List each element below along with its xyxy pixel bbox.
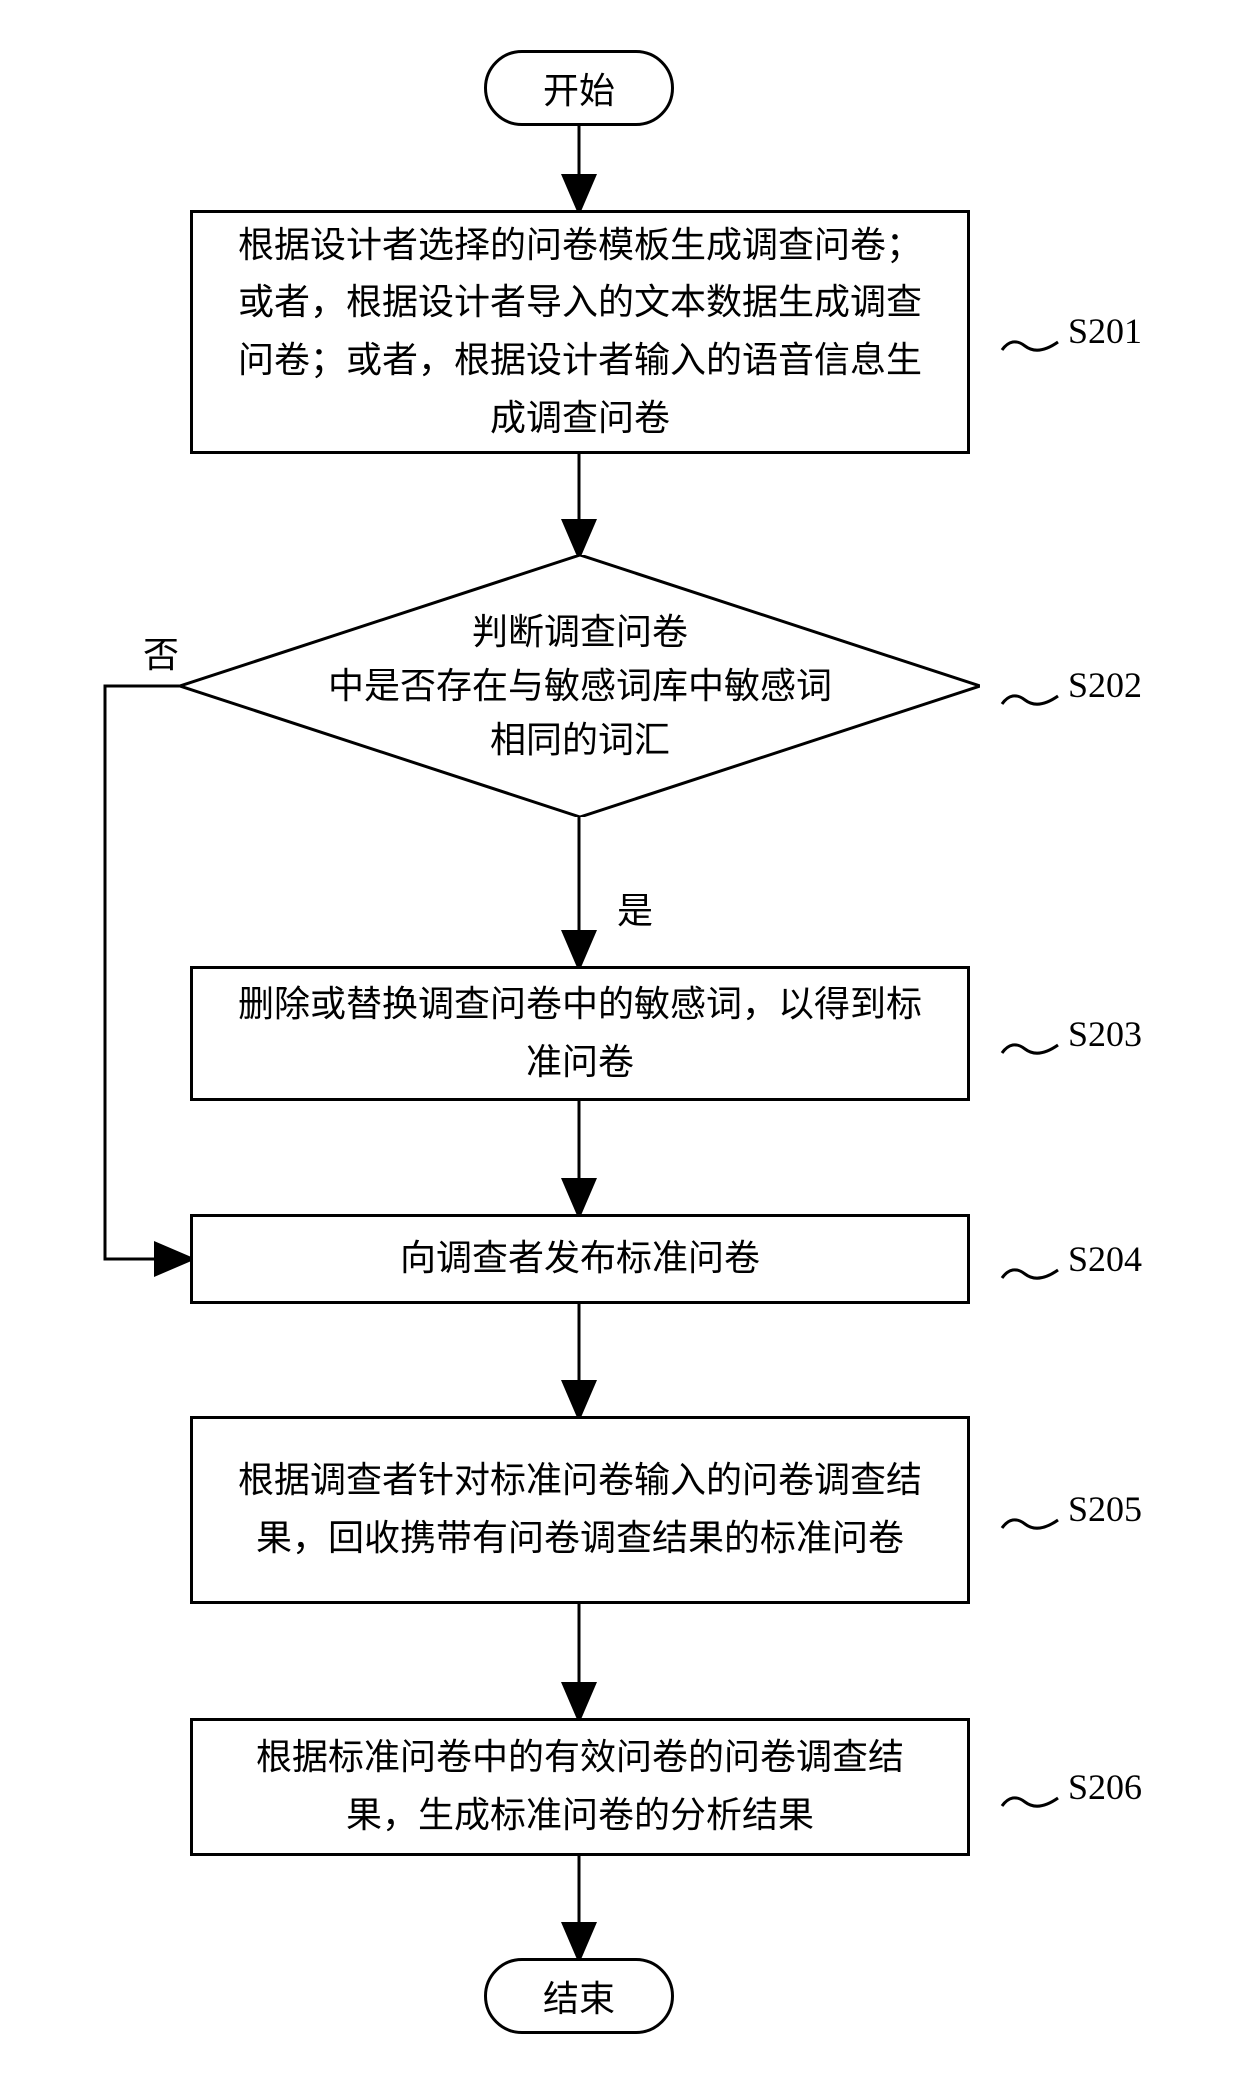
tilde-s204: [1000, 1262, 1060, 1286]
edge-label-no: 否: [143, 626, 179, 678]
tilde-s206: [1000, 1790, 1060, 1814]
start-terminal: 开始: [484, 50, 674, 126]
process-s203: 删除或替换调查问卷中的敏感词，以得到标准问卷: [190, 966, 970, 1101]
start-label: 开始: [543, 62, 615, 114]
tilde-s203: [1000, 1037, 1060, 1061]
process-s203-text: 删除或替换调查问卷中的敏感词，以得到标准问卷: [193, 956, 967, 1111]
process-s206: 根据标准问卷中的有效问卷的问卷调查结果，生成标准问卷的分析结果: [190, 1718, 970, 1856]
step-label-s205: S205: [1068, 1488, 1142, 1530]
edge-label-yes: 是: [617, 882, 653, 934]
end-terminal: 结束: [484, 1958, 674, 2034]
process-s205-text: 根据调查者针对标准问卷输入的问卷调查结果，回收携带有问卷调查结果的标准问卷: [193, 1432, 967, 1587]
decision-s202-text: 判断调查问卷中是否存在与敏感词库中敏感词相同的词汇: [180, 555, 980, 817]
flowchart-container: 开始 根据设计者选择的问卷模板生成调查问卷；或者，根据设计者导入的文本数据生成调…: [0, 0, 1240, 2085]
process-s201-text: 根据设计者选择的问卷模板生成调查问卷；或者，根据设计者导入的文本数据生成调查问卷…: [193, 197, 967, 467]
tilde-s201: [1000, 334, 1060, 358]
step-label-s201: S201: [1068, 310, 1142, 352]
tilde-s205: [1000, 1512, 1060, 1536]
decision-s202: 判断调查问卷中是否存在与敏感词库中敏感词相同的词汇: [180, 555, 980, 817]
process-s204: 向调查者发布标准问卷: [190, 1214, 970, 1304]
process-s206-text: 根据标准问卷中的有效问卷的问卷调查结果，生成标准问卷的分析结果: [193, 1709, 967, 1864]
process-s205: 根据调查者针对标准问卷输入的问卷调查结果，回收携带有问卷调查结果的标准问卷: [190, 1416, 970, 1604]
step-label-s203: S203: [1068, 1013, 1142, 1055]
step-label-s206: S206: [1068, 1766, 1142, 1808]
process-s204-text: 向调查者发布标准问卷: [370, 1210, 790, 1308]
tilde-s202: [1000, 688, 1060, 712]
process-s201: 根据设计者选择的问卷模板生成调查问卷；或者，根据设计者导入的文本数据生成调查问卷…: [190, 210, 970, 454]
step-label-s202: S202: [1068, 664, 1142, 706]
step-label-s204: S204: [1068, 1238, 1142, 1280]
end-label: 结束: [543, 1970, 615, 2022]
